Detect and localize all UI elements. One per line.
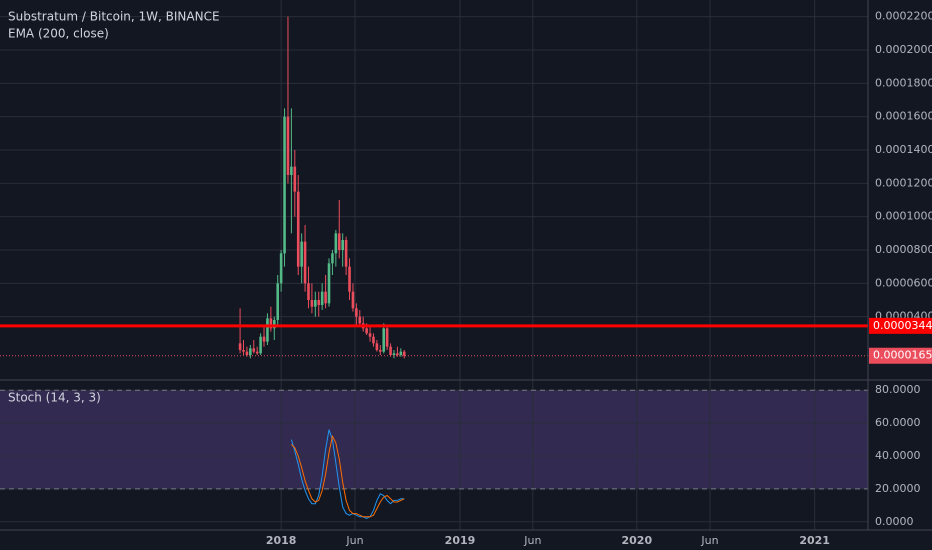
candle-body: [293, 166, 297, 192]
x-tick-label: 2021: [799, 534, 830, 547]
candle-body: [307, 283, 310, 300]
indicator-label: EMA (200, close): [8, 27, 109, 41]
candle-body: [368, 333, 372, 337]
hline-label: 0.00003449: [873, 319, 932, 332]
candle-body: [365, 328, 368, 334]
grid: [0, 0, 868, 530]
candle-body: [262, 336, 266, 342]
x-tick-label: 2018: [266, 534, 297, 547]
last-price-bg: [869, 347, 932, 364]
candle-body: [314, 300, 317, 307]
candle-body: [379, 350, 382, 352]
candle-body: [272, 320, 276, 329]
candle-body: [286, 116, 290, 175]
candle-body: [255, 351, 259, 354]
marks: [0, 16, 868, 520]
stoch-band: [0, 390, 868, 489]
stoch-tick-label: 60.0000: [875, 416, 921, 429]
last-price-label: 0.00001656: [873, 349, 932, 362]
x-tick-label: 2020: [621, 534, 652, 547]
candle-body: [300, 241, 303, 267]
candle-body: [341, 240, 344, 250]
stoch-line: [290, 429, 405, 520]
candle-body: [385, 328, 389, 347]
candle-body: [320, 291, 324, 305]
stoch-tick-label: 20.0000: [875, 482, 921, 495]
candle-body: [245, 351, 249, 355]
candle-body: [290, 166, 293, 175]
candle-body: [344, 240, 348, 267]
candle-body: [399, 351, 403, 355]
candle-body: [351, 291, 355, 309]
candle-body: [310, 300, 314, 307]
chart-title: Substratum / Bitcoin, 1W, BINANCE: [8, 10, 220, 24]
candle-body: [337, 233, 341, 250]
candle-body: [324, 291, 327, 304]
candle-body: [276, 283, 280, 320]
candle-body: [269, 318, 273, 329]
candle-body: [331, 253, 334, 264]
labels: 2018Jun2019Jun2020Jun20210.000040000.000…: [266, 10, 932, 547]
stoch-title: Stoch (14, 3, 3): [8, 391, 101, 405]
candle-body: [259, 336, 262, 354]
candle-body: [396, 353, 399, 355]
x-tick-label: Jun: [700, 534, 718, 547]
x-tick-label: Jun: [523, 534, 541, 547]
stoch-line: [291, 434, 405, 518]
candle-body: [372, 336, 375, 344]
stoch-tick-label: 0.0000: [875, 515, 914, 528]
candle-body: [317, 300, 321, 305]
x-tick-label: 2019: [445, 534, 476, 547]
stoch-tick-label: 40.0000: [875, 449, 921, 462]
candle-body: [327, 263, 331, 304]
candle-body: [266, 318, 269, 342]
candle-body: [355, 308, 358, 317]
x-tick-label: Jun: [345, 534, 363, 547]
candle-body: [392, 353, 396, 355]
candle-body: [402, 351, 406, 356]
stoch-tick-label: 80.0000: [875, 383, 921, 396]
candle-body: [249, 348, 252, 355]
candle-body: [375, 343, 379, 350]
candle-body: [334, 233, 338, 254]
candle-body: [283, 116, 286, 254]
candle-body: [252, 348, 256, 352]
candle-body: [279, 253, 283, 284]
candle-body: [358, 316, 362, 324]
hline-label-bg: [869, 317, 932, 334]
candle-body: [296, 191, 300, 267]
candle-body: [382, 328, 386, 352]
candle-body: [389, 346, 392, 355]
candle-body: [348, 266, 351, 292]
candle-body: [238, 343, 242, 350]
candle-body: [303, 241, 307, 284]
candle-body: [242, 350, 245, 352]
